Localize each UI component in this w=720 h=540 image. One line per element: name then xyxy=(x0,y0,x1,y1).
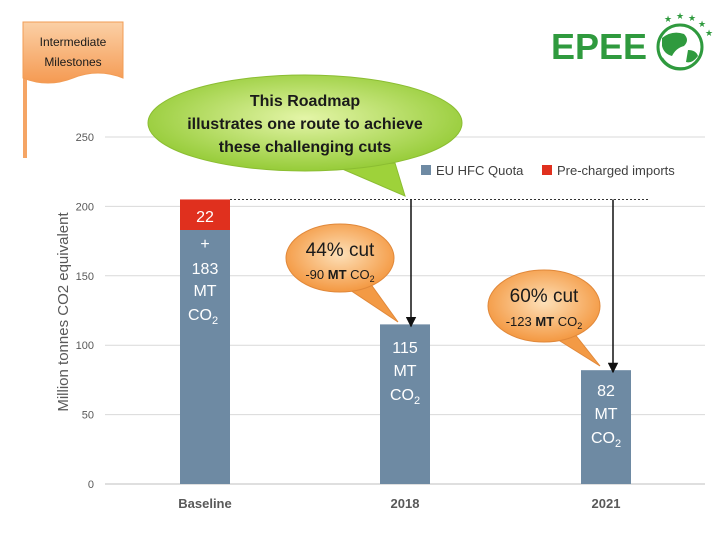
callout-roadmap-line2: illustrates one route to achieve xyxy=(187,116,423,133)
x-tick-label: 2021 xyxy=(592,496,621,511)
y-tick-label: 200 xyxy=(76,201,94,213)
legend-label-imports: Pre-charged imports xyxy=(557,163,675,178)
baseline-quota-value: 183 xyxy=(192,261,219,278)
bar-2021-labels: 82 MT CO2 xyxy=(591,383,621,450)
bar-quota-2021 xyxy=(581,370,631,484)
flag-pole xyxy=(23,22,27,158)
callout-2021-title: 60% cut xyxy=(510,286,579,307)
bar-2018-value: 115 xyxy=(392,340,418,357)
bar-quota-2018 xyxy=(380,324,430,484)
callout-roadmap: This Roadmap illustrates one route to ac… xyxy=(147,74,463,197)
baseline-plus: + xyxy=(200,236,209,253)
legend: EU HFC Quota Pre-charged imports xyxy=(421,163,675,178)
bar-2018-co2: CO2 xyxy=(390,387,420,407)
globe-icon xyxy=(656,23,704,71)
svg-text:★: ★ xyxy=(705,28,713,38)
bar-2021-value: 82 xyxy=(597,383,615,400)
bar-2018-mt: MT xyxy=(393,363,416,380)
bar-2018-labels: 115 MT CO2 xyxy=(390,340,420,407)
callout-roadmap-bubble xyxy=(147,74,463,172)
bars xyxy=(180,199,631,484)
baseline-co2: CO2 xyxy=(188,307,218,327)
svg-text:★: ★ xyxy=(688,13,696,23)
svg-text:★: ★ xyxy=(664,14,672,24)
bar-2021-mt: MT xyxy=(594,406,617,423)
logo-text: EPEE xyxy=(551,26,647,67)
bar-2021-co2: CO2 xyxy=(591,430,621,450)
svg-text:★: ★ xyxy=(698,19,706,29)
x-tick-label: 2018 xyxy=(391,496,420,511)
legend-label-quota: EU HFC Quota xyxy=(436,163,524,178)
epee-logo: EPEE ★ ★ ★ ★ ★ xyxy=(551,11,713,71)
callout-roadmap-line3: these challenging cuts xyxy=(219,139,392,156)
baseline-mt: MT xyxy=(193,283,216,300)
callout-2018-subtitle: -90 MT CO2 xyxy=(305,267,374,284)
bar-quota-baseline xyxy=(180,229,230,484)
legend-swatch-quota xyxy=(421,165,431,175)
flag-line1: Intermediate xyxy=(40,35,107,49)
flag-line2: Milestones xyxy=(44,55,101,69)
callout-2018-title: 44% cut xyxy=(306,240,375,261)
flag-banner xyxy=(22,21,124,84)
y-tick-label: 250 xyxy=(76,132,94,144)
callout-2018: 44% cut -90 MT CO2 xyxy=(285,223,399,323)
x-tick-label: Baseline xyxy=(178,496,231,511)
y-axis-label: Million tonnes CO2 equivalent xyxy=(55,212,72,412)
y-tick-label: 0 xyxy=(88,479,94,491)
callout-2018-bubble xyxy=(285,223,395,293)
baseline-imports-value: 22 xyxy=(196,209,214,226)
callout-roadmap-line1: This Roadmap xyxy=(250,93,360,110)
y-tick-label: 50 xyxy=(82,410,94,422)
y-tick-label: 100 xyxy=(76,340,94,352)
y-tick-label: 150 xyxy=(76,271,94,283)
x-axis-ticks: Baseline 2018 2021 xyxy=(178,496,620,511)
callout-2021-bubble xyxy=(487,269,601,343)
callout-2021-subtitle: -123 MT CO2 xyxy=(506,314,583,331)
legend-swatch-imports xyxy=(542,165,552,175)
bar-imports-baseline xyxy=(180,199,230,230)
intermediate-milestones-flag: Intermediate Milestones xyxy=(22,21,124,158)
callout-2021: 60% cut -123 MT CO2 xyxy=(487,269,601,367)
stars-icon: ★ ★ ★ ★ ★ xyxy=(664,11,713,38)
svg-text:★: ★ xyxy=(676,11,684,21)
baseline-bar-labels: 22 + 183 MT CO2 xyxy=(188,209,219,327)
y-axis-ticks: 0 50 100 150 200 250 xyxy=(76,132,94,491)
